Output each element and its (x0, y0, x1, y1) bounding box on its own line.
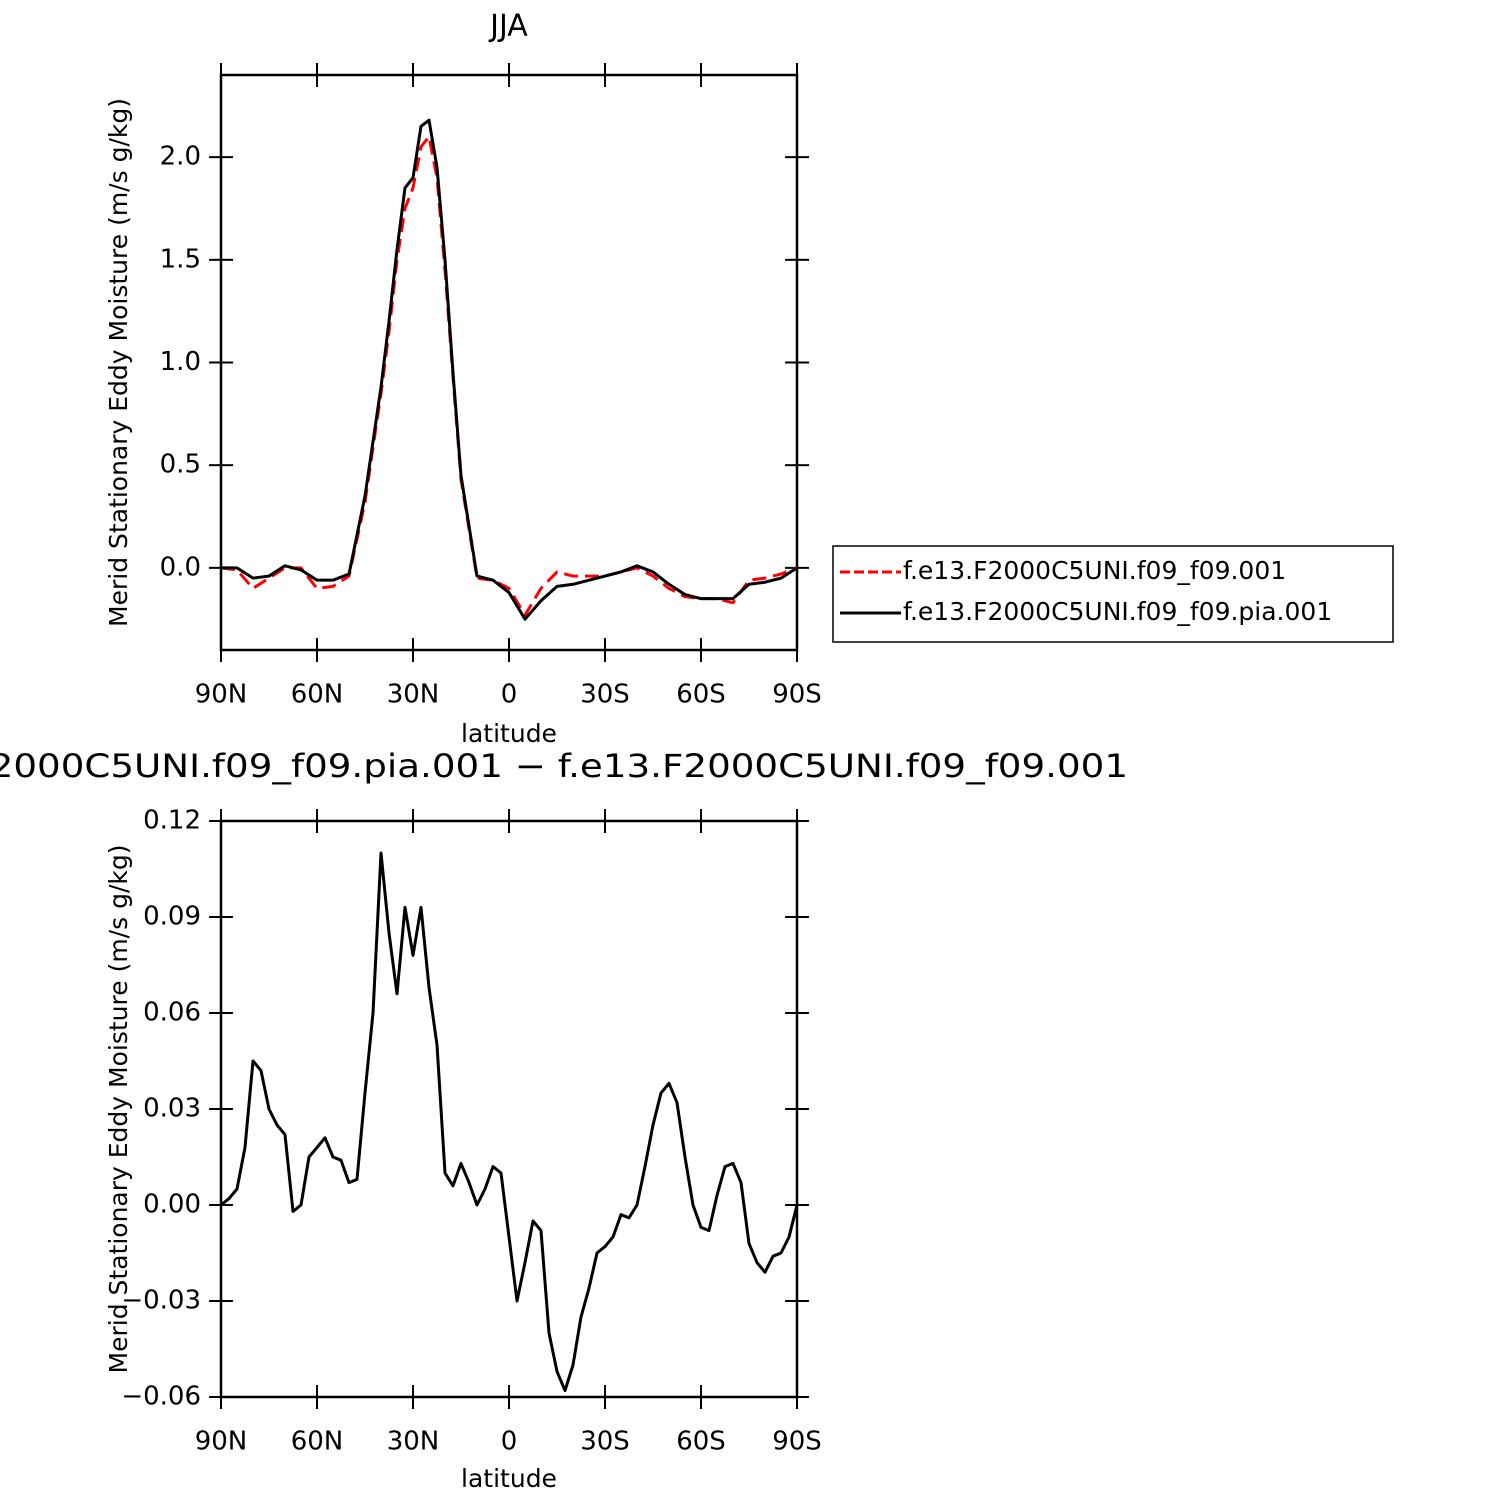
series-line (220, 135, 798, 617)
plot-frame (219, 73, 799, 652)
y-tick-label: 0.00 (143, 1190, 201, 1220)
plot-frame (219, 819, 799, 1399)
x-tick-label: 0 (501, 680, 518, 710)
y-tick-label: 0.5 (160, 450, 201, 480)
x-tick-label: 30N (387, 1427, 440, 1457)
x-tick-label: 30S (580, 680, 630, 710)
x-tick-label: 0 (501, 1427, 518, 1457)
y-axis-label: Merid Stationary Eddy Moisture (m/s g/kg… (104, 845, 133, 1374)
x-tick-label: 60N (291, 680, 344, 710)
y-tick-label: 0.03 (143, 1094, 201, 1124)
x-tick-label: 30N (387, 680, 440, 710)
x-tick-label: 90N (195, 1427, 248, 1457)
x-tick-label: 90S (772, 680, 822, 710)
x-tick-label: 60S (676, 1427, 726, 1457)
x-tick-label: 30S (580, 1427, 630, 1457)
y-tick-label: 0.06 (143, 998, 201, 1028)
x-tick-label: 60S (676, 680, 726, 710)
series-line (221, 118, 798, 621)
x-tick-label: 90S (772, 1427, 822, 1457)
y-tick-label: 2.0 (160, 142, 201, 172)
x-axis-label: latitude (461, 1464, 557, 1493)
y-axis-label: Merid Stationary Eddy Moisture (m/s g/kg… (104, 98, 133, 627)
legend-label: f.e13.F2000C5UNI.f09_f09.001 (903, 556, 1286, 585)
y-tick-label: 0.0 (160, 552, 201, 582)
x-tick-label: 60N (291, 1427, 344, 1457)
x-tick-label: 90N (195, 680, 248, 710)
y-tick-label: 0.09 (143, 902, 201, 932)
y-tick-label: 1.5 (160, 244, 201, 274)
x-axis-label: latitude (461, 719, 557, 748)
chart-title: JJA (488, 9, 528, 44)
series-line (220, 851, 799, 1393)
y-tick-label: −0.03 (121, 1286, 201, 1316)
y-tick-label: 0.12 (143, 806, 201, 836)
legend-box (832, 545, 1394, 643)
legend-label: f.e13.F2000C5UNI.f09_f09.pia.001 (903, 597, 1332, 626)
y-tick-label: −0.06 (121, 1382, 201, 1412)
y-tick-label: 1.0 (160, 347, 201, 377)
chart-title: f.e13.F2000C5UNI.f09_f09.pia.001 − f.e13… (0, 747, 1128, 785)
